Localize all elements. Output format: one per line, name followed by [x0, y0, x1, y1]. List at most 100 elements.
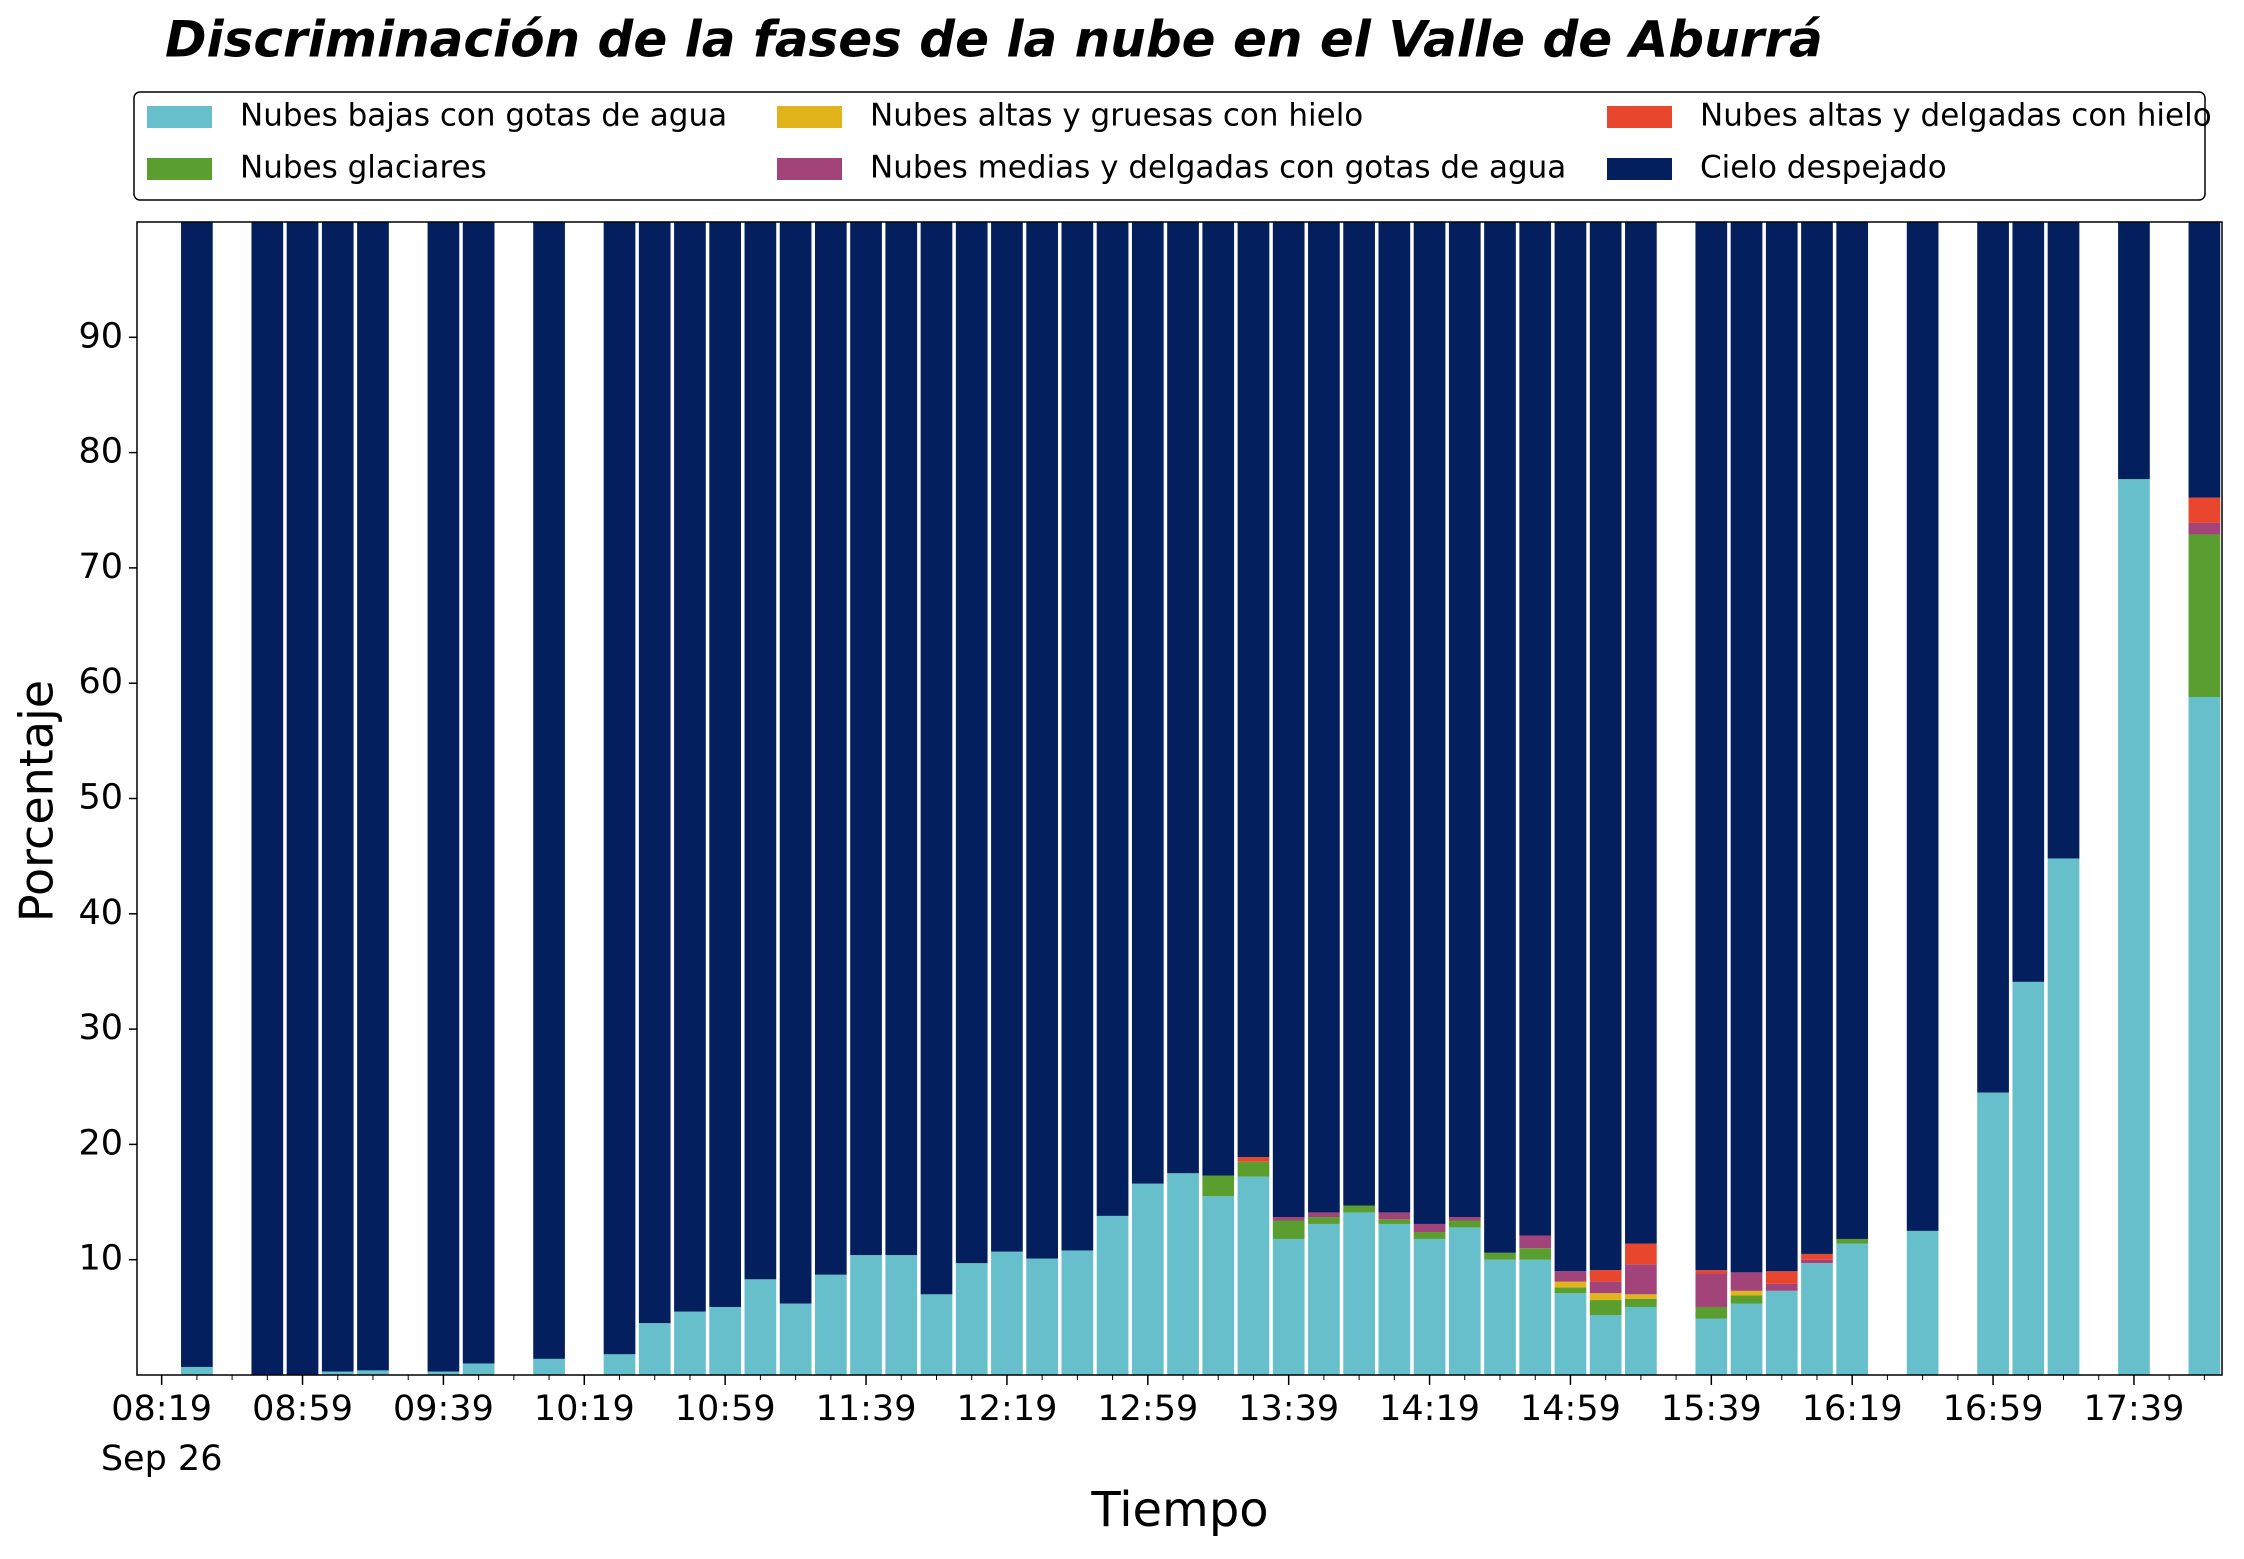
bar-segment [1026, 1258, 1058, 1375]
bar-segment [1413, 1232, 1446, 1239]
x-tick-label: 14:19 [1379, 1389, 1480, 1429]
bar-segment [779, 222, 812, 1304]
bar-segment [1765, 1290, 1798, 1375]
bar-segment [1730, 1272, 1763, 1291]
bar-segment [1308, 222, 1340, 1213]
bar-segment [991, 1251, 1023, 1375]
bar-segment [1484, 1252, 1516, 1260]
bar-segment [1801, 1263, 1833, 1375]
bar-segment [1730, 1303, 1763, 1375]
bar-segment [1765, 1271, 1798, 1284]
bar-segment [357, 222, 389, 1371]
y-tick-label: 30 [78, 1008, 123, 1048]
x-tick-label: 12:19 [956, 1389, 1057, 1429]
bar-segment [1413, 1223, 1446, 1233]
bar-segment [2047, 858, 2080, 1375]
y-tick-label: 60 [78, 662, 123, 702]
legend-swatch [777, 106, 842, 128]
bar-segment [1202, 1196, 1235, 1375]
bar-segment [1906, 222, 1939, 1231]
bar-segment [814, 222, 847, 1275]
bar-segment [1519, 1235, 1552, 1249]
x-tick-label: 08:59 [252, 1389, 353, 1429]
bar-segment [1554, 1293, 1587, 1375]
bar-segment [1202, 1175, 1235, 1197]
bar-segment [1237, 222, 1270, 1158]
x-tick-label: 12:59 [1097, 1389, 1198, 1429]
bar-segment [1202, 222, 1235, 1176]
bar-segment [2188, 534, 2221, 698]
x-tick-label: 17:39 [2084, 1389, 2185, 1429]
bar-segment [1448, 1217, 1481, 1221]
bar-segment [2188, 522, 2221, 535]
bar-segment [1801, 222, 1833, 1254]
bar-segment [1836, 1243, 1869, 1375]
bar-segment [1695, 1270, 1728, 1274]
bar-segment [885, 1255, 918, 1375]
bar-segment [1308, 1223, 1340, 1375]
x-tick-label: 09:39 [393, 1389, 494, 1429]
bar-segment [1131, 1183, 1164, 1375]
bar-segment [1096, 1215, 1129, 1375]
bar-segment [920, 1294, 953, 1375]
bar-segment [638, 222, 671, 1324]
bar-segment [991, 222, 1023, 1252]
bar-segment [603, 1354, 636, 1375]
x-tick-label: 16:59 [1943, 1389, 2044, 1429]
bar-segment [1589, 1270, 1622, 1282]
bar-segment [357, 1370, 389, 1375]
bar-segment [1343, 1205, 1375, 1213]
bar-segment [1448, 222, 1481, 1218]
bar-segment [2012, 222, 2045, 982]
y-tick-label: 90 [78, 316, 123, 356]
bar-segment [1730, 1290, 1763, 1296]
bar-segment [1237, 1157, 1270, 1162]
x-tick-label: 16:19 [1802, 1389, 1903, 1429]
bar-segment [1625, 1294, 1657, 1299]
y-tick-label: 50 [78, 778, 123, 818]
bar-segment [1378, 1212, 1411, 1220]
x-tick-label: 13:39 [1238, 1389, 1339, 1429]
bar-segment [1977, 222, 2009, 1093]
bar-segment [1625, 222, 1657, 1244]
legend-swatch [1607, 158, 1672, 180]
bar-segment [1625, 1306, 1657, 1375]
x-tick-label: 10:19 [534, 1389, 635, 1429]
bar-segment [2188, 222, 2221, 498]
bar-segment [1167, 1173, 1199, 1375]
bar-segment [1448, 1227, 1481, 1375]
bar-segment [533, 1358, 565, 1375]
bar-segment [744, 222, 777, 1280]
bar-segment [1519, 222, 1552, 1236]
bar-segment [955, 1263, 988, 1375]
bar-segment [1484, 222, 1516, 1253]
bar-segment [1061, 222, 1094, 1251]
y-tick-label: 10 [78, 1239, 123, 1279]
bar-segment [1695, 1306, 1728, 1319]
bar-segment [1589, 1315, 1622, 1375]
x-axis-label: Tiempo [1090, 1482, 1268, 1538]
bar-segment [2118, 222, 2150, 480]
x-tick-label: 10:59 [675, 1389, 776, 1429]
legend-label: Nubes medias y delgadas con gotas de agu… [870, 150, 1566, 186]
legend-label: Nubes glaciares [240, 150, 487, 186]
bar-segment [1554, 1287, 1587, 1294]
bar-segment [709, 222, 742, 1307]
y-tick-label: 80 [78, 432, 123, 472]
bar-segment [1237, 1161, 1270, 1177]
bar-segment [2012, 981, 2045, 1375]
bar-segment [885, 222, 918, 1256]
bar-segment [955, 222, 988, 1264]
bar-segment [1413, 222, 1446, 1224]
legend-swatch [147, 158, 212, 180]
bar-segment [2188, 697, 2221, 1375]
bar-segment [850, 222, 882, 1256]
bar-segment [181, 222, 213, 1367]
bar-segment [1625, 1298, 1657, 1307]
bar-segment [321, 1371, 354, 1375]
bar-segment [1343, 1212, 1375, 1375]
bar-segment [1519, 1248, 1552, 1260]
y-axis-label: Porcentaje [10, 680, 64, 922]
bar-segment [1131, 222, 1164, 1184]
